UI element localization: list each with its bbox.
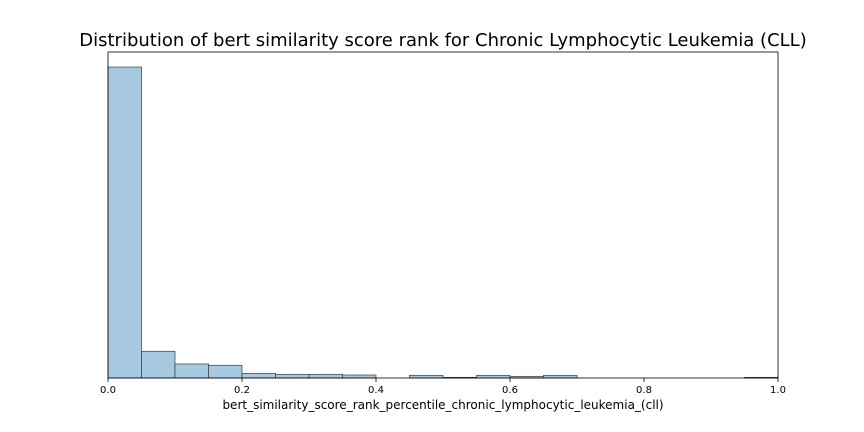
histogram-bar: [141, 350, 176, 379]
histogram-bar: [308, 373, 343, 379]
x-tick-label: 0.2: [234, 385, 250, 396]
histogram-bar: [409, 374, 444, 379]
histogram-bar: [275, 373, 310, 379]
x-axis-label: bert_similarity_score_rank_percentile_ch…: [222, 398, 663, 412]
histogram-bar: [476, 374, 511, 379]
x-tick-label: 0.4: [368, 385, 384, 396]
chart-title: Distribution of bert similarity score ra…: [79, 30, 806, 51]
x-tick-label: 0.6: [502, 385, 518, 396]
x-axis-ticks: 0.0 0.2 0.4 0.6 0.8 1.0: [100, 378, 786, 396]
x-tick-label: 1.0: [770, 385, 786, 396]
x-tick-label: 0.0: [100, 385, 116, 396]
histogram-bar: [208, 364, 243, 379]
histogram-bar: [241, 372, 276, 379]
histogram-bar: [342, 374, 377, 379]
histogram-bars: [107, 66, 779, 379]
histogram-bar: [107, 66, 142, 379]
histogram-bar: [174, 363, 209, 379]
histogram-bar: [543, 374, 578, 379]
plot-frame: [107, 51, 779, 379]
x-tick-label: 0.8: [636, 385, 652, 396]
